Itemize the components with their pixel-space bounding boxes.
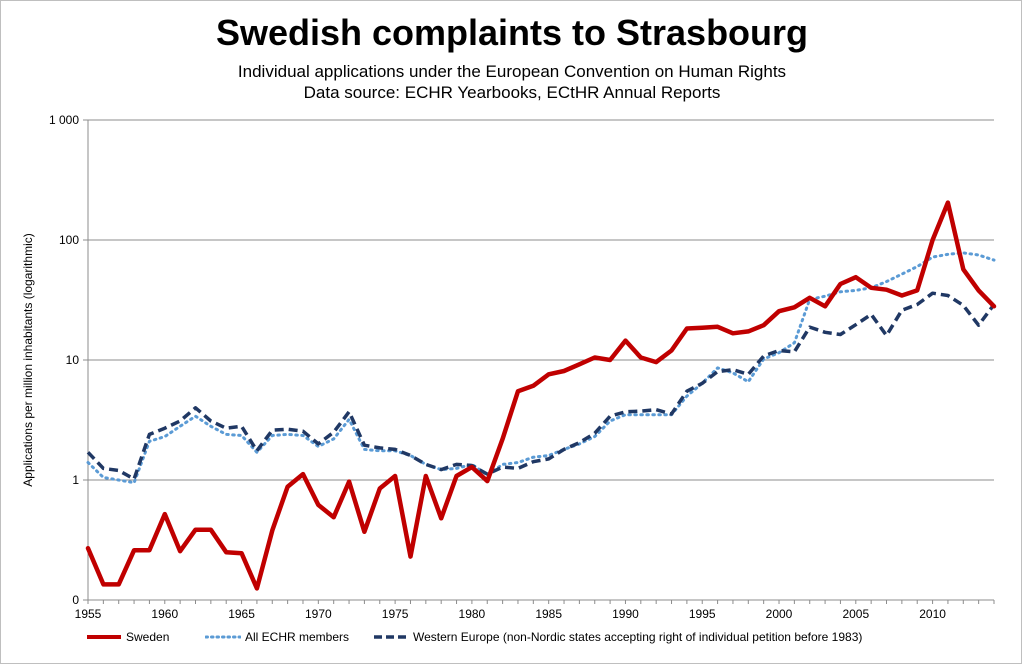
series-lines xyxy=(85,200,997,591)
x-tick-label: 1955 xyxy=(75,607,102,621)
chart-subtitle-line-2: Data source: ECHR Yearbooks, ECtHR Annua… xyxy=(303,83,721,102)
x-tick-label: 1970 xyxy=(305,607,332,621)
y-tick-label: 1 xyxy=(72,473,79,487)
chart-subtitle-line-1: Individual applications under the Europe… xyxy=(237,62,787,81)
legend-swatch-sweden xyxy=(87,635,121,639)
y-tick-label: 10 xyxy=(66,353,80,367)
gridlines xyxy=(88,119,994,481)
y-tick-label: 1 000 xyxy=(49,113,79,127)
series-line-western xyxy=(86,291,996,481)
series-line-sweden xyxy=(85,200,997,591)
legend-item-sweden: Sweden xyxy=(86,630,169,644)
x-tick-label: 2005 xyxy=(842,607,869,621)
x-tick-label: 1960 xyxy=(151,607,178,621)
x-tick-label: 1975 xyxy=(382,607,409,621)
legend-label-western-europe: Western Europe (non-Nordic states accept… xyxy=(413,630,863,644)
legend-swatch-western-europe xyxy=(374,635,408,639)
legend-swatch-all-echr xyxy=(205,635,241,639)
x-tick-label: 1980 xyxy=(459,607,486,621)
x-tick-label: 2010 xyxy=(919,607,946,621)
x-tick-label: 2000 xyxy=(766,607,793,621)
legend-item-western-europe: Western Europe (non-Nordic states accept… xyxy=(373,630,862,644)
tick-labels: 0 1 10 100 1 000 1955 1960 1965 1970 1975 1980 1985… xyxy=(49,113,946,621)
axes xyxy=(83,119,995,604)
y-tick-label: 100 xyxy=(59,233,79,247)
legend-label-all-echr: All ECHR members xyxy=(245,630,350,644)
y-tick-label: 0 xyxy=(72,593,79,607)
series-line-all xyxy=(86,251,996,485)
chart-title: Swedish complaints to Strasbourg xyxy=(215,12,809,53)
legend-label-sweden: Sweden xyxy=(126,630,170,644)
legend-item-all-echr: All ECHR members xyxy=(205,630,349,644)
x-tick-label: 1965 xyxy=(228,607,255,621)
x-tick-label: 1995 xyxy=(689,607,716,621)
x-tick-label: 1985 xyxy=(535,607,562,621)
x-tick-label: 1990 xyxy=(612,607,639,621)
y-axis-title: Applications per million inhabitants (lo… xyxy=(21,233,35,486)
